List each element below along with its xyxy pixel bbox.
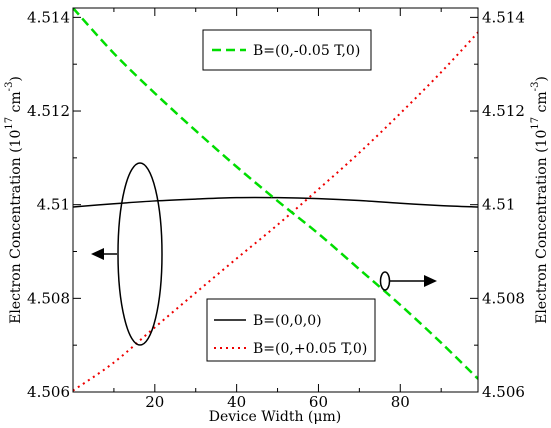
legend-top: B=(0,-0.05 T,0)	[202, 29, 372, 71]
annotation-arrow-left-head	[91, 248, 104, 260]
series-line-0	[73, 196, 478, 208]
y-left-tick-label: 4.508	[27, 289, 70, 307]
legend-bottom: B=(0,0,0) B=(0,+0.05 T,0)	[206, 298, 376, 362]
y-left-tick-label: 4.512	[27, 102, 70, 120]
x-axis-label: Device Width (μm)	[209, 409, 341, 425]
y-left-tick-label: 4.514	[27, 8, 70, 26]
annotation-ellipse-left	[117, 162, 163, 346]
y-right-tick-label: 4.51	[482, 196, 515, 214]
y-axis-left-label: Electron Concentration (1017 cm-3)	[4, 76, 24, 324]
series-group	[73, 8, 478, 392]
legend-label-neg: B=(0,-0.05 T,0)	[253, 43, 360, 59]
legend-bottom-box	[206, 298, 376, 362]
y-left-tick-label: 4.506	[27, 383, 70, 401]
x-tick-label: 40	[227, 393, 246, 411]
y-right-tick-label: 4.512	[482, 102, 525, 120]
x-axis: 20 40 60 80	[113, 8, 442, 411]
y-axis-left: 4.506 4.508 4.51 4.512 4.514	[27, 8, 81, 401]
svg-text:Electron Concentration (1017 c: Electron Concentration (1017 cm-3)	[4, 76, 24, 324]
y-right-tick-label: 4.514	[482, 8, 525, 26]
annotation-arrow-right-head	[424, 275, 437, 287]
legend-label-pos: B=(0,+0.05 T,0)	[253, 341, 367, 357]
annotation-ellipse-right	[379, 271, 391, 291]
y-left-tick-label: 4.51	[37, 196, 70, 214]
annotation-right-axis	[379, 271, 437, 291]
y-axis-right-label: Electron Concentration (1017 cm-3)	[530, 76, 550, 324]
svg-text:Electron Concentration (1017 c: Electron Concentration (1017 cm-3)	[530, 76, 550, 324]
x-tick-label: 80	[391, 393, 410, 411]
y-axis-right: 4.506 4.508 4.51 4.512 4.514	[470, 8, 525, 401]
annotation-left-axis	[91, 162, 163, 346]
x-tick-label: 60	[309, 393, 328, 411]
y-right-tick-label: 4.506	[482, 383, 525, 401]
series-line-2	[73, 8, 478, 380]
legend-label-zero: B=(0,0,0)	[253, 313, 322, 329]
x-tick-label: 20	[145, 393, 164, 411]
plot-frame	[72, 7, 479, 393]
y-right-tick-label: 4.508	[482, 289, 525, 307]
